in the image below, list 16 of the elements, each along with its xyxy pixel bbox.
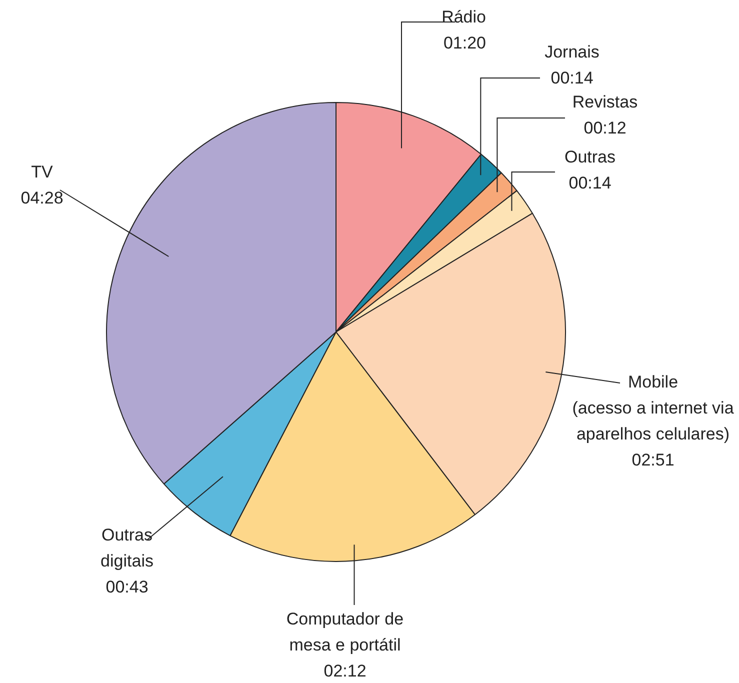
slice-label: Outras xyxy=(564,148,616,167)
slice-label: Computador de mesa e portátil xyxy=(286,610,404,655)
slice-label: Jornais xyxy=(544,42,600,62)
data-label: 02:51 xyxy=(632,450,674,470)
data-label: 02:12 xyxy=(324,662,366,681)
data-label: 04:28 xyxy=(20,188,64,208)
data-label: 00:14 xyxy=(568,174,612,193)
slice-label: TV xyxy=(31,162,54,182)
slice-label: Rádio xyxy=(442,8,486,27)
data-label: 00:12 xyxy=(584,118,626,138)
slice-label: Outras digitais xyxy=(100,526,154,571)
slice-label: Revistas xyxy=(572,92,638,112)
data-label: 01:20 xyxy=(443,34,486,53)
data-label: 00:43 xyxy=(106,578,148,597)
data-label: 00:14 xyxy=(550,68,594,88)
slice-label: Mobile (acesso a internet via aparelhos celulares) xyxy=(572,372,734,444)
